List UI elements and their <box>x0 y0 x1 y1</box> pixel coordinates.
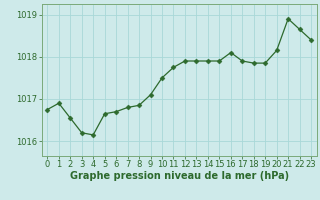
X-axis label: Graphe pression niveau de la mer (hPa): Graphe pression niveau de la mer (hPa) <box>70 171 289 181</box>
